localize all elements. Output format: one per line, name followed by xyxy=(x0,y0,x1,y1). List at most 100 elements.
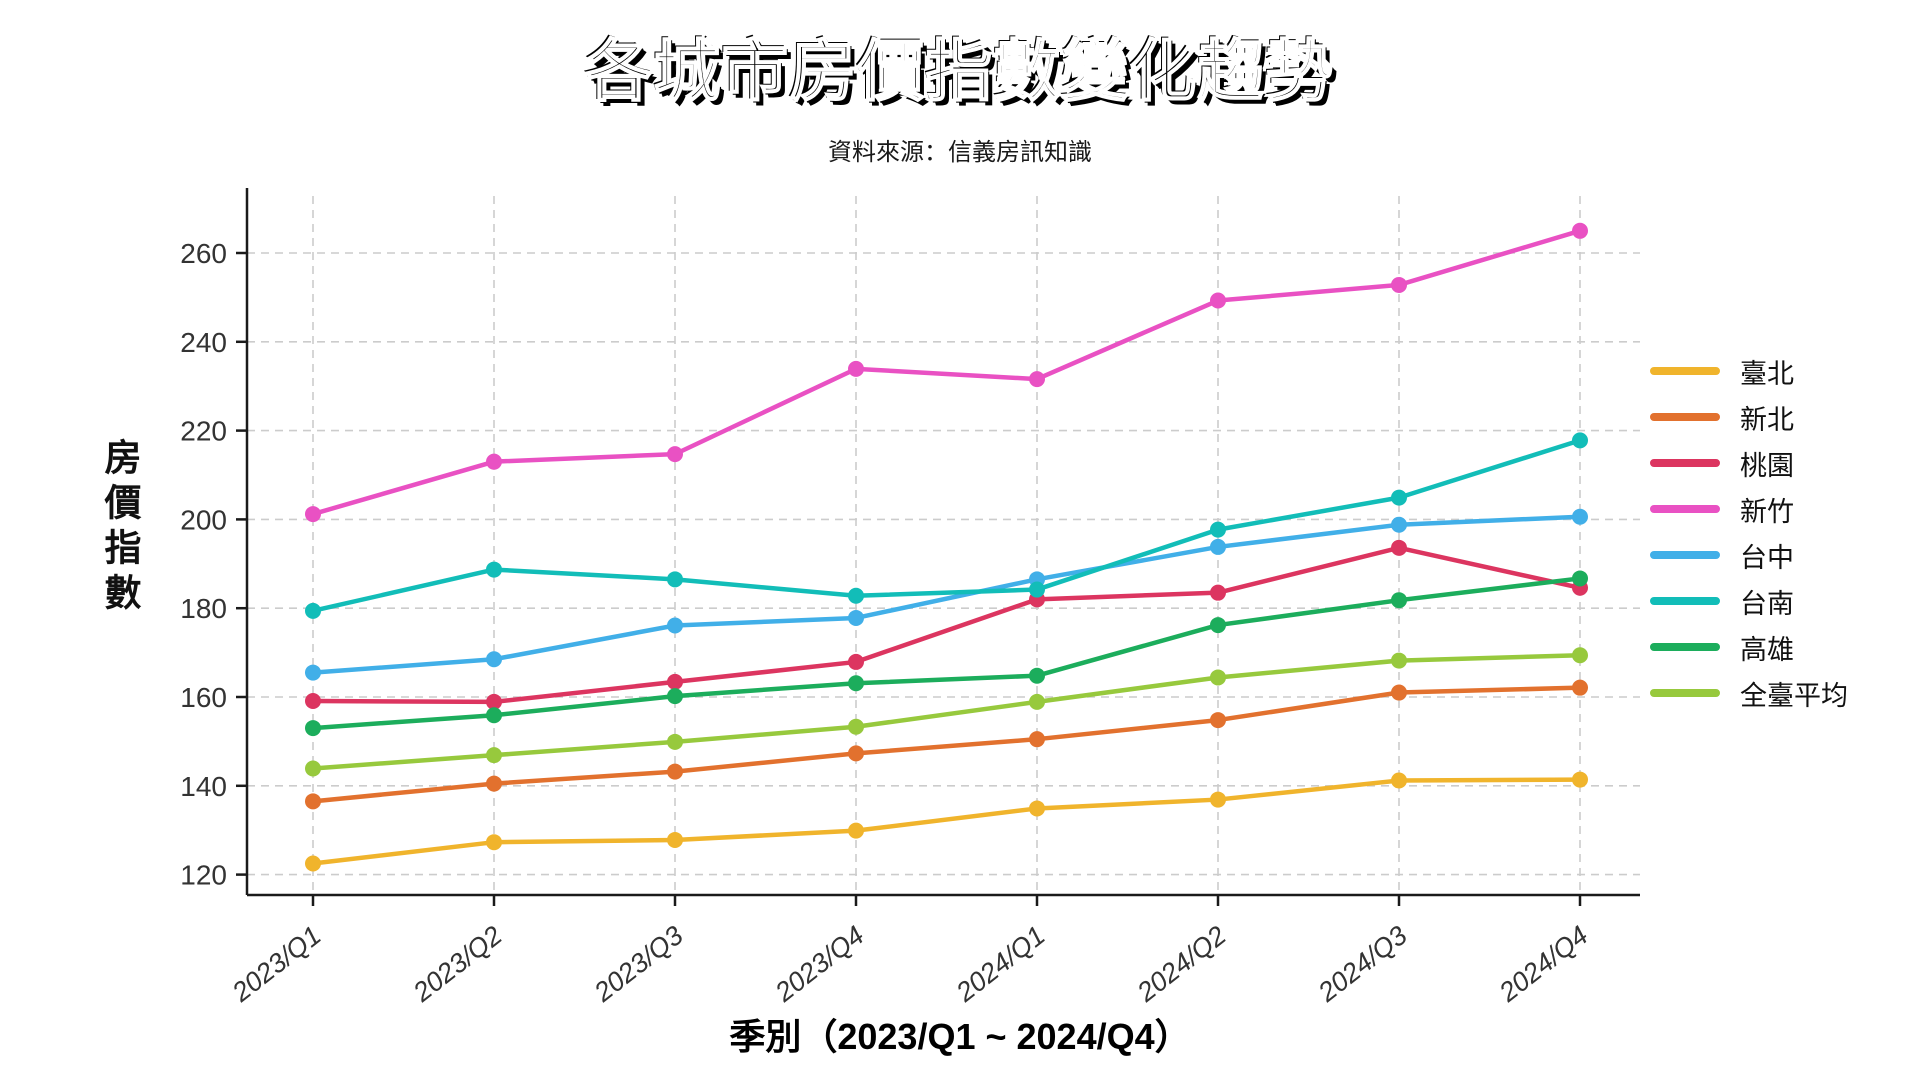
legend-swatch-icon xyxy=(1650,643,1720,651)
data-point-台南 xyxy=(1391,489,1407,506)
legend-label: 新竹 xyxy=(1740,496,1794,527)
data-point-新北 xyxy=(486,775,502,792)
series-line-新竹 xyxy=(310,228,1583,517)
data-point-臺北 xyxy=(1391,772,1407,789)
x-tick-label: 2024/Q1 xyxy=(950,920,1051,1008)
legend-label: 桃園 xyxy=(1740,450,1794,481)
data-point-台南 xyxy=(305,602,321,619)
legend-swatch-icon xyxy=(1650,459,1720,467)
series-line-台南 xyxy=(310,438,1583,614)
data-point-臺北 xyxy=(848,822,864,839)
x-tick-label: 2024/Q3 xyxy=(1312,920,1413,1008)
legend-swatch-icon xyxy=(1650,367,1720,375)
y-axis-title: 房價指數 xyxy=(99,438,140,618)
data-point-臺北 xyxy=(667,831,683,848)
data-point-新北 xyxy=(1391,684,1407,701)
series-line-全臺平均 xyxy=(310,653,1583,771)
data-point-新竹 xyxy=(1572,222,1588,239)
data-point-全臺平均 xyxy=(848,718,864,735)
data-point-新竹 xyxy=(667,446,683,463)
data-point-桃園 xyxy=(1391,539,1407,556)
data-point-台中 xyxy=(1572,508,1588,525)
chart-title: 各城市房價指數變化趨勢 xyxy=(585,33,1334,109)
legend-swatch-icon xyxy=(1650,689,1720,697)
data-point-臺北 xyxy=(305,855,321,872)
data-point-新竹 xyxy=(305,506,321,523)
chart-subtitle: 資料來源：信義房訊知識 xyxy=(828,139,1092,166)
legend-label: 台南 xyxy=(1740,588,1794,619)
data-point-台中 xyxy=(486,651,502,668)
y-tick-label: 140 xyxy=(180,771,227,802)
series-line-高雄 xyxy=(310,576,1583,731)
data-point-台南 xyxy=(1210,521,1226,538)
data-point-臺北 xyxy=(486,834,502,851)
legend-item-全臺平均: 全臺平均 xyxy=(1650,670,1848,716)
data-point-高雄 xyxy=(486,707,502,724)
legend: 臺北新北桃園新竹台中台南高雄全臺平均 xyxy=(1650,348,1848,716)
legend-label: 臺北 xyxy=(1740,358,1794,389)
legend-swatch-icon xyxy=(1650,551,1720,559)
data-point-新北 xyxy=(1572,679,1588,696)
x-axis-title: 季別（2023/Q1 ~ 2024/Q4） xyxy=(729,1016,1191,1057)
data-point-桃園 xyxy=(486,693,502,710)
data-point-台南 xyxy=(1572,432,1588,449)
data-point-桃園 xyxy=(305,692,321,709)
data-point-高雄 xyxy=(1210,617,1226,634)
legend-swatch-icon xyxy=(1650,597,1720,605)
x-tick-label: 2023/Q2 xyxy=(407,920,508,1008)
data-point-桃園 xyxy=(848,653,864,670)
data-point-台中 xyxy=(1210,538,1226,555)
series-line-新北 xyxy=(310,685,1583,804)
data-point-高雄 xyxy=(305,720,321,737)
y-tick-label: 180 xyxy=(180,593,227,624)
x-tick-label: 2023/Q3 xyxy=(588,920,689,1008)
data-point-新竹 xyxy=(486,453,502,470)
y-tick-label: 120 xyxy=(180,860,227,891)
y-tick-label: 200 xyxy=(180,504,227,535)
data-point-高雄 xyxy=(667,688,683,705)
data-point-桃園 xyxy=(1210,584,1226,601)
x-tick-label: 2024/Q2 xyxy=(1131,920,1232,1008)
data-point-新北 xyxy=(305,793,321,810)
y-tick-label: 160 xyxy=(180,682,227,713)
y-tick-label: 220 xyxy=(180,416,227,447)
data-point-高雄 xyxy=(848,675,864,692)
legend-item-高雄: 高雄 xyxy=(1650,624,1848,670)
data-point-新竹 xyxy=(1391,276,1407,293)
data-point-全臺平均 xyxy=(667,733,683,750)
data-point-新竹 xyxy=(848,360,864,377)
data-point-高雄 xyxy=(1572,570,1588,587)
legend-item-新竹: 新竹 xyxy=(1650,486,1848,532)
data-point-台南 xyxy=(1029,581,1045,598)
data-point-桃園 xyxy=(667,673,683,690)
data-point-新北 xyxy=(667,763,683,780)
data-point-全臺平均 xyxy=(1029,693,1045,710)
data-point-新竹 xyxy=(1029,371,1045,388)
data-point-臺北 xyxy=(1029,800,1045,817)
data-point-高雄 xyxy=(1029,667,1045,684)
data-point-臺北 xyxy=(1572,771,1588,788)
data-point-新竹 xyxy=(1210,292,1226,309)
legend-swatch-icon xyxy=(1650,413,1720,421)
legend-swatch-icon xyxy=(1650,505,1720,513)
legend-label: 台中 xyxy=(1740,542,1794,573)
legend-item-台南: 台南 xyxy=(1650,578,1848,624)
data-point-全臺平均 xyxy=(1572,647,1588,664)
data-point-全臺平均 xyxy=(486,747,502,764)
data-point-台中 xyxy=(667,617,683,634)
legend-label: 新北 xyxy=(1740,404,1794,435)
data-point-全臺平均 xyxy=(1210,669,1226,686)
legend-label: 全臺平均 xyxy=(1740,680,1848,711)
y-tick-label: 260 xyxy=(180,238,227,269)
data-point-台南 xyxy=(486,561,502,578)
data-point-台南 xyxy=(667,571,683,588)
data-point-台中 xyxy=(305,664,321,681)
legend-item-桃園: 桃園 xyxy=(1650,440,1848,486)
data-point-全臺平均 xyxy=(305,760,321,777)
series-line-台中 xyxy=(310,514,1583,675)
data-point-台中 xyxy=(1391,516,1407,533)
data-point-高雄 xyxy=(1391,592,1407,609)
x-tick-label: 2024/Q4 xyxy=(1493,920,1594,1008)
